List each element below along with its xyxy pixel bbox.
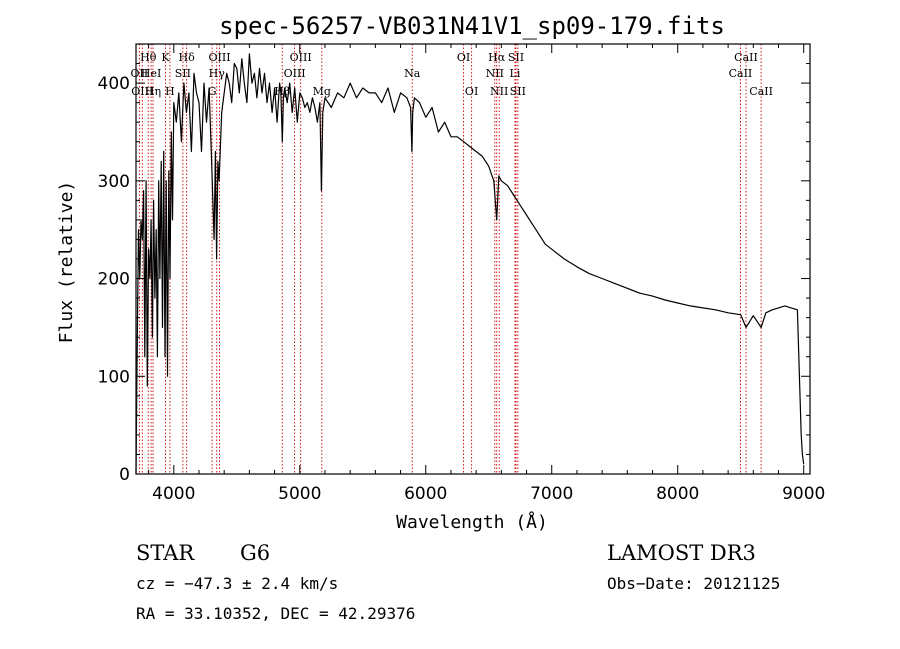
object-class: STAR xyxy=(136,541,195,565)
line-label: G xyxy=(208,85,217,98)
x-tick-label: 9000 xyxy=(782,484,825,504)
subclass: G6 xyxy=(240,541,270,565)
x-axis: 4000 5000 6000 7000 8000 9000 xyxy=(148,44,825,504)
line-label: OII xyxy=(131,67,149,80)
line-label: OI xyxy=(457,51,470,64)
coordinates: RA = 33.10352, DEC = 42.29376 xyxy=(136,604,415,623)
line-label: SII xyxy=(508,51,524,64)
line-label: Hθ xyxy=(140,51,157,64)
line-label: OIII xyxy=(208,51,230,64)
line-label: SII xyxy=(510,85,526,98)
line-label: NII xyxy=(490,85,508,98)
line-label: Mg xyxy=(313,85,331,98)
chart-title: spec-56257-VB031N41V1_sp09-179.fits xyxy=(219,12,725,40)
line-labels: OIIOIIIHθHeIHηKHSIIHδGHγOIIIHβOIIIOIIIMg… xyxy=(131,51,773,98)
x-tick-label: 6000 xyxy=(404,484,447,504)
line-label: OIII xyxy=(290,51,312,64)
y-axis: 0 100 200 300 400 xyxy=(98,63,810,485)
y-tick-label: 100 xyxy=(98,367,130,387)
spectrum-line xyxy=(135,53,805,475)
line-label: Hα xyxy=(488,51,506,64)
x-tick-label: 8000 xyxy=(656,484,699,504)
line-label: CaII xyxy=(729,67,753,80)
line-label: CaII xyxy=(734,51,758,64)
line-label: OIII xyxy=(131,85,153,98)
y-tick-label: 200 xyxy=(98,270,130,290)
survey-name: LAMOST DR3 xyxy=(607,541,756,565)
x-tick-label: 4000 xyxy=(152,484,195,504)
line-label: Li xyxy=(510,67,521,80)
y-tick-label: 0 xyxy=(119,465,130,485)
line-label: H xyxy=(165,85,175,98)
x-tick-label: 5000 xyxy=(278,484,321,504)
line-markers xyxy=(138,44,762,474)
line-label: CaII xyxy=(749,85,773,98)
line-label: SII xyxy=(175,67,191,80)
y-axis-label: Flux (relative) xyxy=(56,181,77,344)
line-label: K xyxy=(161,51,170,64)
line-label: Hγ xyxy=(209,67,226,80)
y-tick-label: 400 xyxy=(98,74,130,94)
y-tick-label: 300 xyxy=(98,172,130,192)
redshift: cz = −47.3 ± 2.4 km/s xyxy=(136,574,338,593)
line-label: Na xyxy=(404,67,421,80)
line-label: Hη xyxy=(145,85,161,98)
x-axis-label: Wavelength (Å) xyxy=(396,511,548,533)
line-label: OIII xyxy=(284,67,306,80)
plot-frame xyxy=(135,43,811,475)
x-tick-label: 7000 xyxy=(530,484,573,504)
obs-date: Obs−Date: 20121125 xyxy=(607,574,780,593)
line-label: Hδ xyxy=(179,51,196,64)
line-label: HeI xyxy=(141,67,161,80)
line-label: NII xyxy=(486,67,504,80)
line-label: OI xyxy=(465,85,478,98)
